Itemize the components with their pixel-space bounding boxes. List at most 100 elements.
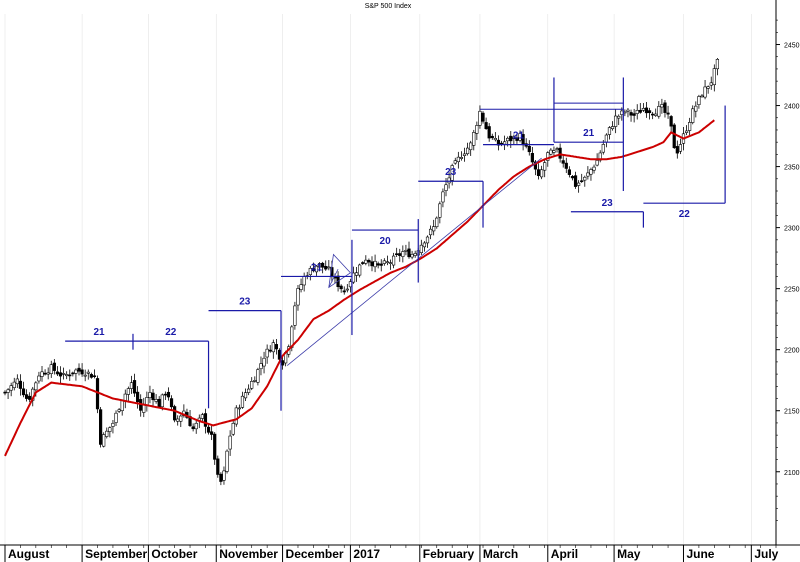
candle-body xyxy=(324,265,328,270)
candle-body xyxy=(660,104,664,108)
candle-body xyxy=(592,166,596,171)
candle-body xyxy=(213,433,217,460)
candle-body xyxy=(225,450,229,472)
candle-body xyxy=(99,409,103,445)
candle-body xyxy=(638,109,642,113)
candle-body xyxy=(666,112,670,115)
candle-body xyxy=(28,395,32,400)
candle-body xyxy=(506,137,510,142)
candle-body xyxy=(465,147,470,155)
candle-body xyxy=(77,367,81,372)
candle-body xyxy=(543,162,547,171)
candle-body xyxy=(444,184,448,191)
candle-body xyxy=(678,144,682,152)
candle-body xyxy=(259,363,263,370)
candle-body xyxy=(132,380,137,394)
candle-body xyxy=(86,371,90,374)
candle-body xyxy=(58,372,63,377)
candle-body xyxy=(247,388,251,393)
candle-body xyxy=(595,160,599,166)
candle-body xyxy=(317,263,322,268)
candle-body xyxy=(92,375,97,378)
candle-body xyxy=(700,95,704,98)
candle-body xyxy=(706,86,710,89)
candle-body xyxy=(546,152,550,161)
candle-body xyxy=(142,404,146,413)
y-tick-label: 2200 xyxy=(784,348,800,355)
candle-body xyxy=(441,191,445,203)
cycle-label: 23 xyxy=(239,297,251,308)
candle-body xyxy=(617,115,621,119)
candle-body xyxy=(200,414,204,419)
candle-body xyxy=(654,113,658,116)
candle-body xyxy=(68,374,72,377)
cycle-label: 22 xyxy=(165,327,177,338)
candle-body xyxy=(280,360,285,366)
candle-body xyxy=(697,96,701,105)
candle-body xyxy=(160,394,164,408)
candle-body xyxy=(250,381,254,389)
y-tick-label: 2450 xyxy=(784,43,800,50)
cycle-label: 21 xyxy=(311,262,323,273)
cycle-label: 21 xyxy=(583,128,595,139)
candle-body xyxy=(453,160,457,164)
candle-body xyxy=(472,132,476,146)
candle-body xyxy=(21,388,26,396)
candle-body xyxy=(15,378,19,385)
candle-body xyxy=(709,82,713,86)
candle-body xyxy=(274,344,278,350)
candle-body xyxy=(391,255,396,266)
candle-body xyxy=(117,409,121,412)
candle-body xyxy=(12,381,16,389)
candle-body xyxy=(475,125,479,134)
candle-body xyxy=(240,395,245,408)
candle-body xyxy=(256,369,260,383)
candle-body xyxy=(222,470,226,481)
cycle-label: 22 xyxy=(679,209,691,220)
month-label: September xyxy=(85,547,147,561)
cycle-label: 21 xyxy=(513,131,525,142)
candle-body xyxy=(499,142,504,145)
candle-body xyxy=(503,141,507,145)
candle-body xyxy=(580,180,584,182)
candle-body xyxy=(629,112,633,116)
candle-body xyxy=(540,169,544,178)
candle-body xyxy=(589,169,593,175)
moving-average-line xyxy=(4,119,715,457)
candle-body xyxy=(570,176,575,179)
candle-body xyxy=(339,285,343,290)
y-tick-label: 2150 xyxy=(784,409,800,416)
candle-body xyxy=(83,374,87,377)
candle-body xyxy=(24,394,29,399)
candle-body xyxy=(206,426,211,433)
candle-body xyxy=(46,372,50,375)
candle-body xyxy=(509,135,513,142)
candle-body xyxy=(641,107,645,111)
candles xyxy=(3,57,720,486)
candle-body xyxy=(216,458,220,475)
candle-body xyxy=(148,392,152,398)
candle-body xyxy=(234,407,238,425)
candle-body xyxy=(432,226,436,232)
candle-body xyxy=(351,272,356,283)
cycle-label: 23 xyxy=(602,198,614,209)
y-tick-label: 2250 xyxy=(784,287,800,294)
candle-body xyxy=(456,156,460,163)
candle-body xyxy=(296,288,300,306)
candle-body xyxy=(688,122,692,131)
candle-body xyxy=(40,371,44,377)
candle-body xyxy=(49,364,53,374)
candle-body xyxy=(401,251,405,257)
month-label: July xyxy=(754,547,778,561)
candle-body xyxy=(487,126,491,139)
month-label: November xyxy=(219,547,278,561)
candle-body xyxy=(43,372,47,375)
candle-body xyxy=(37,375,41,382)
candle-body xyxy=(675,146,679,154)
candle-body xyxy=(71,372,75,375)
candle-body xyxy=(382,260,386,264)
candle-body xyxy=(111,422,115,427)
trendline-layer xyxy=(286,157,542,366)
candle-body xyxy=(6,389,10,393)
